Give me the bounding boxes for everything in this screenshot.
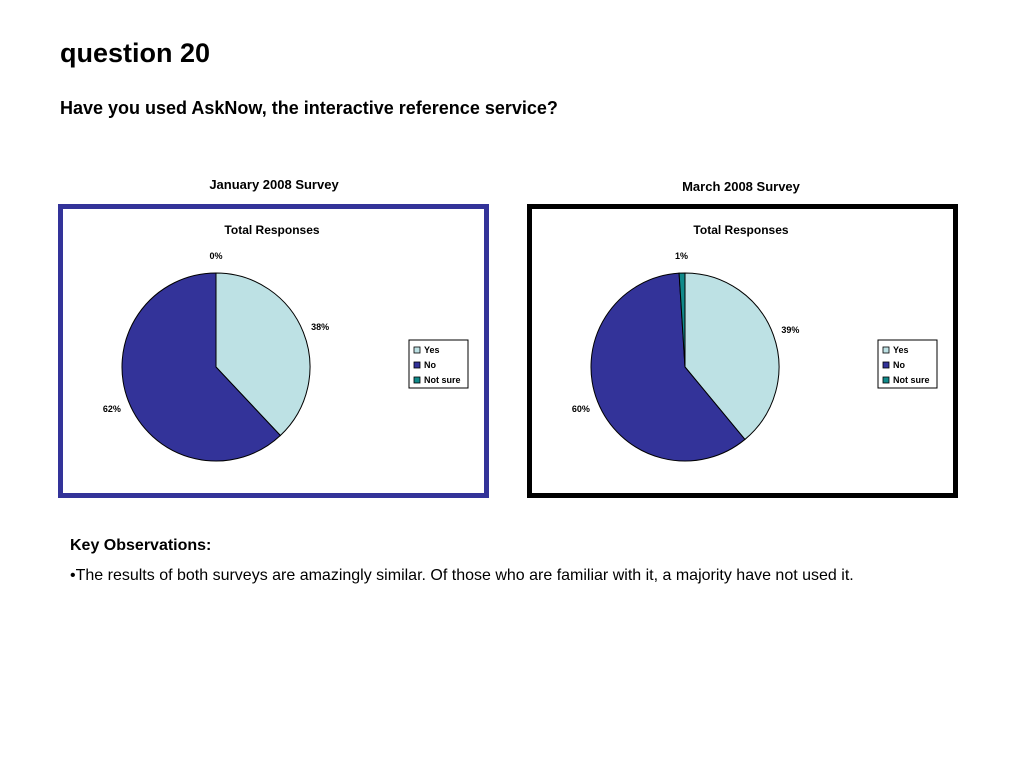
january-legend-label-no: No (424, 360, 436, 370)
march-legend-swatch-not-sure (882, 376, 890, 384)
march-slice-no (590, 272, 746, 462)
january-slice-no (121, 272, 282, 462)
march-chart-frame: Total Responses 39% 60% 1% Yes No Not sure (527, 204, 958, 498)
key-observations-heading: Key Observations: (70, 537, 212, 554)
january-chart-title: Total Responses (224, 223, 319, 237)
march-pie-chart: Total Responses 39% 60% 1% Yes No Not sure (572, 223, 938, 462)
january-legend-label-yes: Yes (424, 345, 440, 355)
january-legend-swatch-no (413, 361, 421, 369)
january-survey-title: January 2008 Survey (209, 177, 339, 192)
question-text: Have you used AskNow, the interactive re… (60, 98, 558, 118)
january-slice-yes (215, 272, 311, 437)
march-legend-label-not-sure: Not sure (893, 375, 930, 385)
march-legend-swatch-no (882, 361, 890, 369)
march-legend-label-no: No (893, 360, 905, 370)
march-label-no: 60% (572, 404, 590, 414)
march-label-not-sure: 1% (675, 251, 688, 261)
january-label-not-sure: 0% (209, 251, 222, 261)
january-legend-swatch-yes (413, 346, 421, 354)
january-chart-frame: Total Responses 38% 62% 0% Yes No Not sure (58, 204, 489, 498)
key-observations-text: •The results of both surveys are amazing… (70, 567, 854, 584)
january-pie-chart: Total Responses 38% 62% 0% Yes No Not sure (103, 223, 469, 462)
march-label-yes: 39% (781, 325, 799, 335)
march-chart-title: Total Responses (693, 223, 788, 237)
january-legend-swatch-not-sure (413, 376, 421, 384)
march-slice-yes (684, 272, 780, 441)
march-slice-not-sure (678, 272, 686, 368)
march-survey-title: March 2008 Survey (682, 179, 800, 194)
january-label-no: 62% (103, 404, 121, 414)
march-legend-label-yes: Yes (893, 345, 909, 355)
january-label-yes: 38% (311, 322, 329, 332)
january-legend-label-not-sure: Not sure (424, 375, 461, 385)
page-title: question 20 (60, 38, 211, 68)
march-legend-swatch-yes (882, 346, 890, 354)
